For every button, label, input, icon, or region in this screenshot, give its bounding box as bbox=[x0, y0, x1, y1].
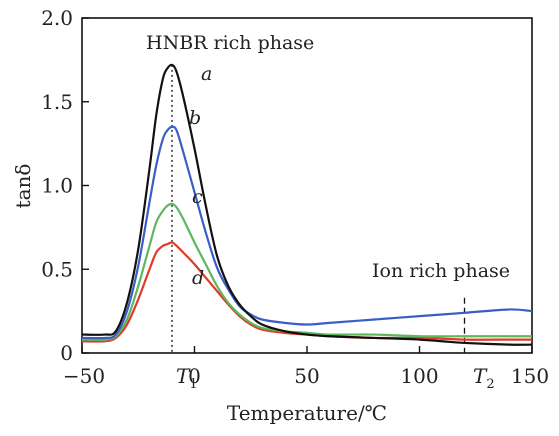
y-tick-label: 2.0 bbox=[41, 6, 73, 30]
hnbr-annotation: HNBR rich phase bbox=[146, 32, 314, 54]
series-line-d bbox=[82, 242, 532, 341]
y-axis-label: tanδ bbox=[11, 164, 35, 209]
y-tick-label: 0 bbox=[60, 341, 73, 365]
x-tick-label: −50 bbox=[63, 364, 105, 388]
t2-label: T2 bbox=[473, 364, 495, 392]
y-tick-label: 1.0 bbox=[41, 174, 73, 198]
curve-label-a: a bbox=[201, 63, 212, 85]
x-tick-label: 100 bbox=[400, 364, 438, 388]
curve-label-b: b bbox=[189, 107, 201, 129]
x-axis-label: Temperature/℃ bbox=[227, 401, 387, 425]
curve-label-d: d bbox=[192, 267, 204, 289]
x-tick-label: 150 bbox=[511, 364, 549, 388]
series-line-b bbox=[82, 127, 532, 338]
x-tick-label: 50 bbox=[294, 364, 319, 388]
y-tick-label: 1.5 bbox=[41, 90, 73, 114]
ion-annotation: Ion rich phase bbox=[372, 260, 510, 282]
y-tick-label: 0.5 bbox=[41, 257, 73, 281]
curve-label-c: c bbox=[192, 186, 203, 208]
